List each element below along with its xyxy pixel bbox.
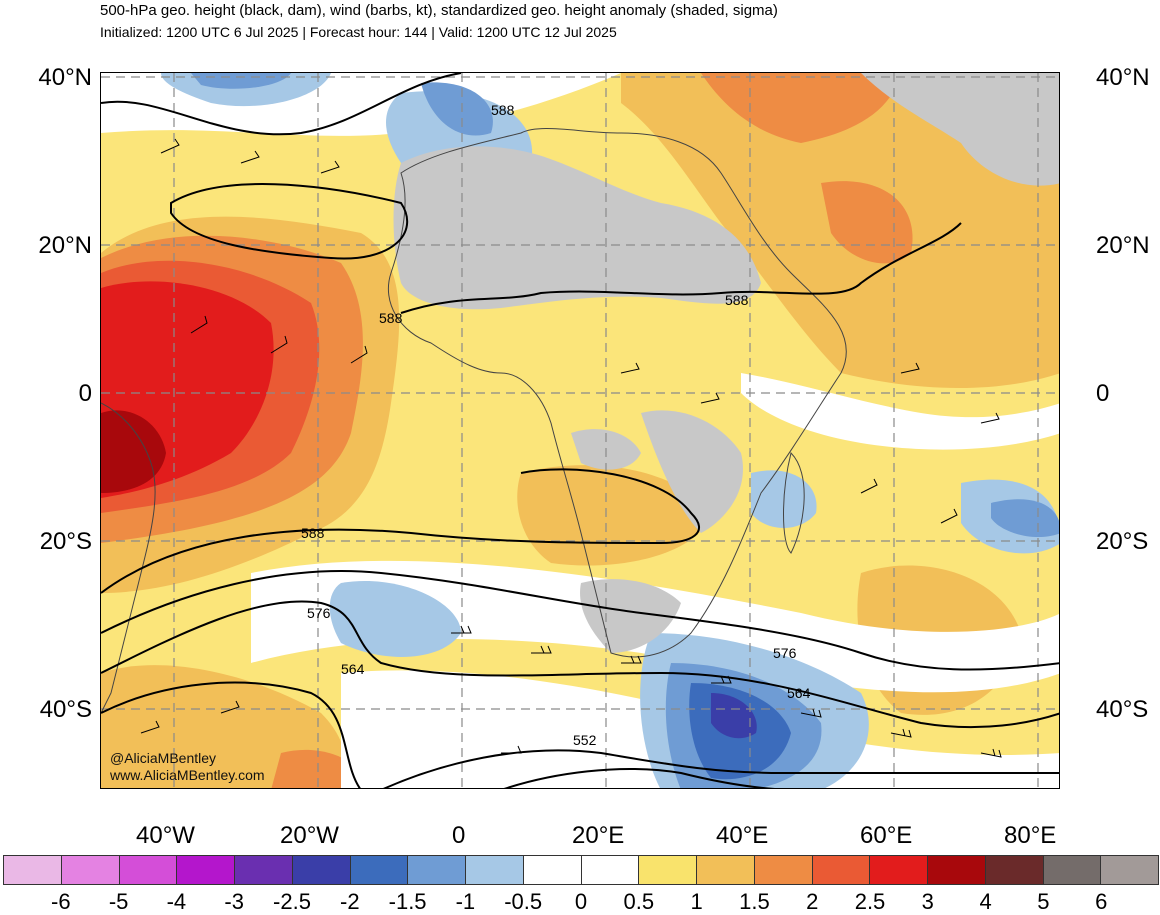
contour-label: 588 bbox=[301, 525, 325, 541]
colorbar-tick-label: -2.5 bbox=[273, 889, 311, 914]
contour-label: 588 bbox=[379, 310, 403, 326]
colorbar-tick-label: 0.5 bbox=[623, 889, 655, 914]
colorbar-tick-label: 5 bbox=[1037, 889, 1050, 914]
wind-barbs bbox=[140, 138, 1002, 758]
colorbar-tick-label: 2 bbox=[806, 889, 819, 914]
colorbar-swatch bbox=[812, 856, 871, 884]
lon-label-80e: 80°E bbox=[1004, 822, 1057, 849]
colorbar-tick-label: -1.5 bbox=[388, 889, 427, 914]
lon-label-40e: 40°E bbox=[716, 822, 769, 849]
colorbar-tick-label: 1.5 bbox=[739, 889, 770, 914]
colorbar-tick-label: 1 bbox=[690, 889, 703, 914]
map-panel: 588 588 588 588 576 564 576 564 552 bbox=[100, 72, 1060, 789]
watermark: @AliciaMBentley www.AliciaMBentley.com bbox=[110, 750, 265, 784]
contour-label: 552 bbox=[573, 732, 597, 748]
lat-label-40s-left: 40°S bbox=[39, 696, 92, 723]
colorbar-swatch bbox=[466, 856, 524, 884]
colorbar-tick-label: 6 bbox=[1095, 889, 1108, 914]
colorbar-swatch bbox=[639, 856, 697, 884]
colorbar-tick-label: -3 bbox=[224, 889, 244, 914]
lon-label-20e: 20°E bbox=[572, 822, 625, 849]
map-canvas: 588 588 588 588 576 564 576 564 552 bbox=[101, 73, 1059, 788]
colorbar-swatch bbox=[61, 856, 120, 884]
colorbar-tick-label: 3 bbox=[921, 889, 934, 914]
colorbar-tick-label: -5 bbox=[108, 889, 129, 914]
contour-label: 588 bbox=[725, 292, 749, 308]
lat-lon-grid bbox=[101, 73, 1059, 788]
lat-label-20s-left: 20°S bbox=[39, 528, 92, 555]
colorbar-tick-label: 2.5 bbox=[854, 889, 886, 914]
colorbar-swatch bbox=[4, 856, 62, 884]
lon-label-40w: 40°W bbox=[136, 822, 195, 849]
colorbar-swatch bbox=[292, 856, 351, 884]
colorbar-swatch bbox=[697, 856, 755, 884]
watermark-url: www.AliciaMBentley.com bbox=[110, 767, 265, 783]
contour-label: 576 bbox=[307, 605, 331, 621]
colorbar-tick-label: -0.5 bbox=[504, 889, 543, 914]
colorbar-tick-label: -2 bbox=[340, 889, 360, 914]
lat-label-eq-left: 0 bbox=[78, 380, 92, 407]
contour-label: 588 bbox=[491, 102, 515, 118]
lon-label-0: 0 bbox=[452, 822, 466, 849]
lat-label-40n-left: 40°N bbox=[38, 64, 92, 91]
colorbar-swatch bbox=[523, 856, 582, 884]
colorbar-tick-label: 0 bbox=[574, 889, 588, 914]
chart-subtitle: Initialized: 1200 UTC 6 Jul 2025 | Forec… bbox=[100, 24, 617, 40]
colorbar-swatch bbox=[928, 856, 986, 884]
lat-label-20n-left: 20°N bbox=[38, 232, 92, 259]
chart-title: 500-hPa geo. height (black, dam), wind (… bbox=[100, 2, 778, 19]
colorbar-swatch bbox=[408, 856, 466, 884]
colorbar-swatch bbox=[870, 856, 928, 884]
anomaly-shading bbox=[101, 73, 1059, 788]
contour-label: 564 bbox=[787, 685, 811, 701]
lat-label-40s-right: 40°S bbox=[1096, 696, 1149, 723]
colorbar-swatch bbox=[119, 856, 178, 884]
colorbar-tick-label: 4 bbox=[979, 889, 992, 914]
colorbar-tick-label: -1 bbox=[455, 889, 476, 914]
colorbar bbox=[3, 855, 1159, 885]
lon-label-60e: 60°E bbox=[860, 822, 913, 849]
contour-labels: 588 588 588 588 576 564 576 564 552 bbox=[301, 102, 811, 748]
contour-label: 564 bbox=[341, 661, 365, 677]
colorbar-swatch bbox=[350, 856, 409, 884]
colorbar-swatch bbox=[235, 856, 293, 884]
lat-label-20s-right: 20°S bbox=[1096, 528, 1149, 555]
colorbar-tick-label: -6 bbox=[51, 889, 71, 914]
height-contours bbox=[101, 73, 1059, 788]
lat-label-eq-right: 0 bbox=[1096, 380, 1110, 407]
colorbar-swatch bbox=[754, 856, 813, 884]
colorbar-tick-label: -4 bbox=[166, 889, 187, 914]
colorbar-swatch bbox=[1101, 856, 1158, 884]
lon-label-20w: 20°W bbox=[280, 822, 339, 849]
lat-label-40n-right: 40°N bbox=[1096, 64, 1150, 91]
colorbar-swatch bbox=[581, 856, 640, 884]
colorbar-swatch bbox=[985, 856, 1044, 884]
watermark-handle: @AliciaMBentley bbox=[110, 750, 217, 766]
colorbar-swatch bbox=[177, 856, 235, 884]
colorbar-swatch bbox=[1043, 856, 1102, 884]
lat-label-20n-right: 20°N bbox=[1096, 232, 1150, 259]
contour-label: 576 bbox=[773, 645, 797, 661]
coastlines bbox=[101, 128, 847, 714]
